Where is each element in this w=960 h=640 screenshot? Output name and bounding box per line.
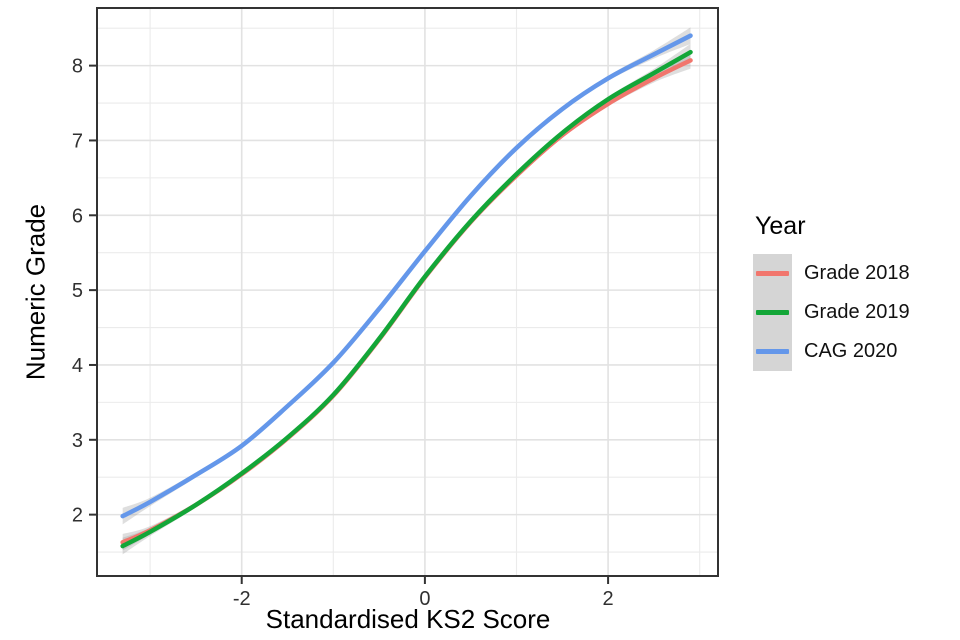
curve-grade-2019 (120, 49, 693, 549)
legend-line-swatch (756, 271, 789, 276)
legend: Year Grade 2018 Grade 2019 CAG 2020 (753, 212, 910, 371)
legend-items: Grade 2018 Grade 2019 CAG 2020 (753, 254, 910, 371)
legend-item-cag-2020: CAG 2020 (753, 332, 910, 371)
y-tick-label: 3 (72, 430, 83, 452)
legend-title: Year (755, 212, 806, 240)
y-tick-label: 2 (72, 505, 83, 527)
x-tick-label: 2 (603, 588, 614, 610)
x-tick-label: -2 (233, 588, 251, 610)
legend-item-label: CAG 2020 (804, 340, 898, 362)
y-tick-label: 7 (72, 130, 83, 152)
y-tick-label: 6 (72, 205, 83, 227)
x-axis-title: Standardised KS2 Score (265, 604, 551, 634)
panel-border (96, 7, 719, 577)
legend-item-label: Grade 2019 (804, 301, 910, 323)
legend-item-grade-2018: Grade 2018 (753, 254, 910, 293)
y-axis-title: Numeric Grade (20, 203, 51, 381)
legend-line-swatch (756, 310, 789, 315)
legend-key (753, 332, 792, 371)
x-tick-label: 0 (419, 588, 430, 610)
legend-key (753, 293, 792, 332)
y-tick-label: 5 (72, 280, 83, 302)
legend-key (753, 254, 792, 293)
y-tick-label: 4 (72, 355, 83, 377)
legend-line-swatch (756, 349, 789, 354)
legend-item-label: Grade 2018 (804, 262, 910, 284)
curve-cag-2020 (120, 33, 693, 519)
legend-item-grade-2019: Grade 2019 (753, 293, 910, 332)
y-tick-label: 8 (72, 56, 83, 78)
